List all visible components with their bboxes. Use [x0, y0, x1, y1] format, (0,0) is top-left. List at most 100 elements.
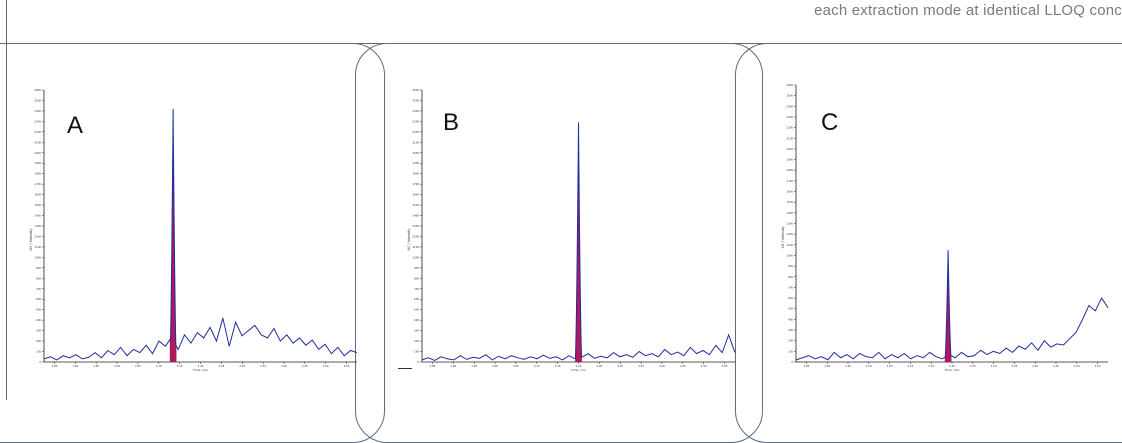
y-tick-label: 300: [414, 329, 419, 333]
y-tick-label: 2400: [34, 109, 41, 113]
x-tick-label: 1.90: [824, 364, 830, 368]
y-tick-label: 1600: [412, 193, 419, 197]
y-tick-label: 1900: [786, 158, 793, 162]
x-tick-label: 2.00: [866, 364, 872, 368]
y-tick-label: 1300: [412, 224, 419, 228]
y-tick-label: 400: [36, 318, 41, 322]
chromatogram-b: 0 100 200 300 400 500 600 700 800 900 1000 1100 1200…: [407, 88, 736, 372]
y-tick-label: 2200: [34, 130, 41, 134]
y-tick-label: 2000: [786, 147, 793, 151]
x-tick-label: 2.35: [1012, 364, 1018, 368]
y-tick-label: 2400: [786, 104, 793, 108]
y-tick-label: 500: [414, 308, 419, 312]
x-tick-label: 1.95: [845, 364, 851, 368]
y-tick-label: 1500: [786, 200, 793, 204]
left-frame-line: [6, 0, 8, 400]
y-tick-label: 200: [36, 339, 41, 343]
x-tick-label: 2.15: [928, 364, 934, 368]
x-tick-label: 1.95: [93, 364, 99, 368]
x-tick-label: 1.85: [430, 364, 436, 368]
x-tick-label: 2.55: [344, 364, 350, 368]
chromatogram-a: 0 100 200 300 400 500 600 700 800 900 1000 1100 1200…: [29, 88, 358, 372]
x-tick-label: 2.50: [1074, 364, 1080, 368]
x-tick-label: 2.20: [198, 364, 204, 368]
y-tick-label: 1800: [412, 172, 419, 176]
y-tick-label: 2500: [412, 98, 419, 102]
y-tick-label: 2100: [34, 140, 41, 144]
x-tick-label: 2.40: [659, 364, 665, 368]
x-tick-label: 2.40: [281, 364, 287, 368]
x-tick-label: 2.45: [302, 364, 308, 368]
y-tick-label: 300: [788, 328, 793, 332]
x-tick-label: 2.00: [492, 364, 498, 368]
x-tick-label: 1.85: [52, 364, 58, 368]
y-tick-label: 2100: [412, 140, 419, 144]
y-tick-label: 100: [414, 350, 419, 354]
y-tick-label: 1500: [34, 203, 41, 207]
y-axis-label: XIC / Intensity: [781, 226, 785, 248]
x-tick-label: 2.55: [1095, 364, 1101, 368]
y-tick-label: 900: [414, 266, 419, 270]
x-tick-label: 2.05: [513, 364, 519, 368]
x-tick-label: 2.50: [323, 364, 329, 368]
x-tick-label: 2.05: [135, 364, 141, 368]
y-axis-label: XIC / Intensity: [29, 228, 33, 250]
x-tick-label: 2.10: [908, 364, 914, 368]
x-tick-label: 2.10: [534, 364, 540, 368]
y-tick-label: 1300: [786, 222, 793, 226]
y-tick-label: 1100: [786, 243, 793, 247]
x-tick-label: 2.45: [680, 364, 686, 368]
x-tick-label: 2.30: [617, 364, 623, 368]
y-tick-label: 1000: [34, 255, 41, 259]
y-tick-label: 1400: [34, 214, 41, 218]
x-axis-label: Time, min: [192, 368, 208, 372]
y-tick-label: 1700: [786, 179, 793, 183]
header-caption: each extraction mode at identical LLOQ c…: [814, 2, 1122, 19]
scale-mark: [398, 368, 412, 369]
y-tick-label: 1700: [412, 182, 419, 186]
y-tick-label: 2400: [412, 109, 419, 113]
x-tick-label: 2.20: [949, 364, 955, 368]
x-axis-label: Time, min: [570, 368, 586, 372]
x-tick-label: 2.00: [114, 364, 120, 368]
y-tick-label: 2500: [786, 94, 793, 98]
panel-label-b: B: [443, 109, 460, 136]
y-tick-label: 700: [788, 285, 793, 289]
y-tick-label: 2200: [786, 126, 793, 130]
y-tick-label: 400: [788, 317, 793, 321]
y-tick-label: 400: [414, 318, 419, 322]
y-tick-label: 1100: [412, 245, 419, 249]
y-tick-label: 900: [788, 264, 793, 268]
y-tick-label: 200: [788, 339, 793, 343]
y-tick-label: 2500: [34, 98, 41, 102]
panel-label-c: C: [821, 109, 839, 136]
y-tick-label: 100: [788, 349, 793, 353]
y-tick-label: 1000: [786, 253, 793, 257]
x-tick-label: 2.30: [991, 364, 997, 368]
y-tick-label: 1900: [412, 161, 419, 165]
y-tick-label: 500: [36, 308, 41, 312]
y-tick-label: 500: [788, 307, 793, 311]
x-tick-label: 2.25: [596, 364, 602, 368]
y-tick-label: 2300: [786, 115, 793, 119]
y-tick-label: 0: [39, 360, 41, 364]
y-tick-label: 1400: [412, 214, 419, 218]
chromatogram-c: 0 100 200 300 400 500 600 700 800 900 1000 1100 1200…: [781, 83, 1109, 372]
y-tick-label: 1400: [786, 211, 793, 215]
panel-label-a: A: [67, 112, 84, 139]
trace-line: [421, 122, 736, 361]
y-tick-label: 1100: [34, 245, 41, 249]
y-tick-label: 1600: [786, 190, 793, 194]
y-tick-label: 1800: [34, 172, 41, 176]
x-tick-label: 2.40: [1032, 364, 1038, 368]
y-tick-label: 1300: [34, 224, 41, 228]
x-tick-label: 2.35: [638, 364, 644, 368]
x-tick-label: 2.55: [722, 364, 728, 368]
y-tick-label: 1700: [34, 182, 41, 186]
x-tick-label: 2.25: [218, 364, 224, 368]
y-tick-label: 800: [36, 276, 41, 280]
y-tick-label: 2600: [412, 88, 419, 92]
y-tick-label: 600: [36, 297, 41, 301]
x-tick-label: 1.90: [450, 364, 456, 368]
x-tick-label: 2.15: [177, 364, 183, 368]
